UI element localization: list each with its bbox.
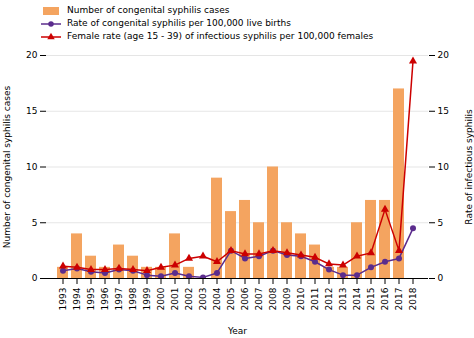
svg-text:2011: 2011 [310,288,320,311]
svg-text:15: 15 [26,106,37,116]
svg-text:2015: 2015 [366,288,376,311]
svg-text:2002: 2002 [184,288,194,311]
svg-text:5: 5 [438,218,444,228]
svg-text:1996: 1996 [100,287,110,310]
svg-text:0: 0 [438,273,444,283]
svg-text:1993: 1993 [58,288,68,311]
svg-text:2010: 2010 [296,287,306,310]
svg-text:20: 20 [26,50,38,60]
svg-text:2012: 2012 [324,288,334,311]
svg-text:0: 0 [32,273,38,283]
svg-text:2005: 2005 [226,288,236,311]
html-text:Female rate (age 15 - 39) of i: Female rate (age 15 - 39) of infectious … [67,31,374,41]
svg-text:2008: 2008 [268,287,278,310]
svg-text:1997: 1997 [114,288,124,311]
svg-text:2007: 2007 [254,288,264,311]
svg-text:2009: 2009 [282,287,292,310]
svg-text:Rate of infectious syphilis: Rate of infectious syphilis [464,109,474,225]
html-text:Number of congenital syphilis: Number of congenital syphilis cases [67,5,230,15]
svg-text:15: 15 [438,106,449,116]
svg-text:10: 10 [438,162,450,172]
svg-text:1998: 1998 [128,287,138,310]
svg-text:2018: 2018 [408,287,418,310]
svg-text:Year: Year [227,326,247,336]
svg-text:1999: 1999 [142,287,152,310]
svg-text:1995: 1995 [86,288,96,311]
html-text:Rate of congenital syphilis pe: Rate of congenital syphilis per 100,000 … [67,18,291,28]
svg-text:2003: 2003 [198,288,208,311]
svg-text:2006: 2006 [240,287,250,310]
svg-text:Number of congenital syphilis: Number of congenital syphilis cases [2,85,12,248]
svg-text:2017: 2017 [394,288,404,311]
svg-text:2000: 2000 [156,287,166,310]
svg-text:2004: 2004 [212,287,222,310]
svg-text:2001: 2001 [170,288,180,311]
svg-text:2013: 2013 [338,288,348,311]
svg-text:10: 10 [26,162,38,172]
svg-text:5: 5 [32,218,38,228]
svg-text:2014: 2014 [352,287,362,310]
svg-text:2016: 2016 [380,287,390,310]
svg-text:1994: 1994 [72,287,82,310]
svg-text:20: 20 [438,50,450,60]
